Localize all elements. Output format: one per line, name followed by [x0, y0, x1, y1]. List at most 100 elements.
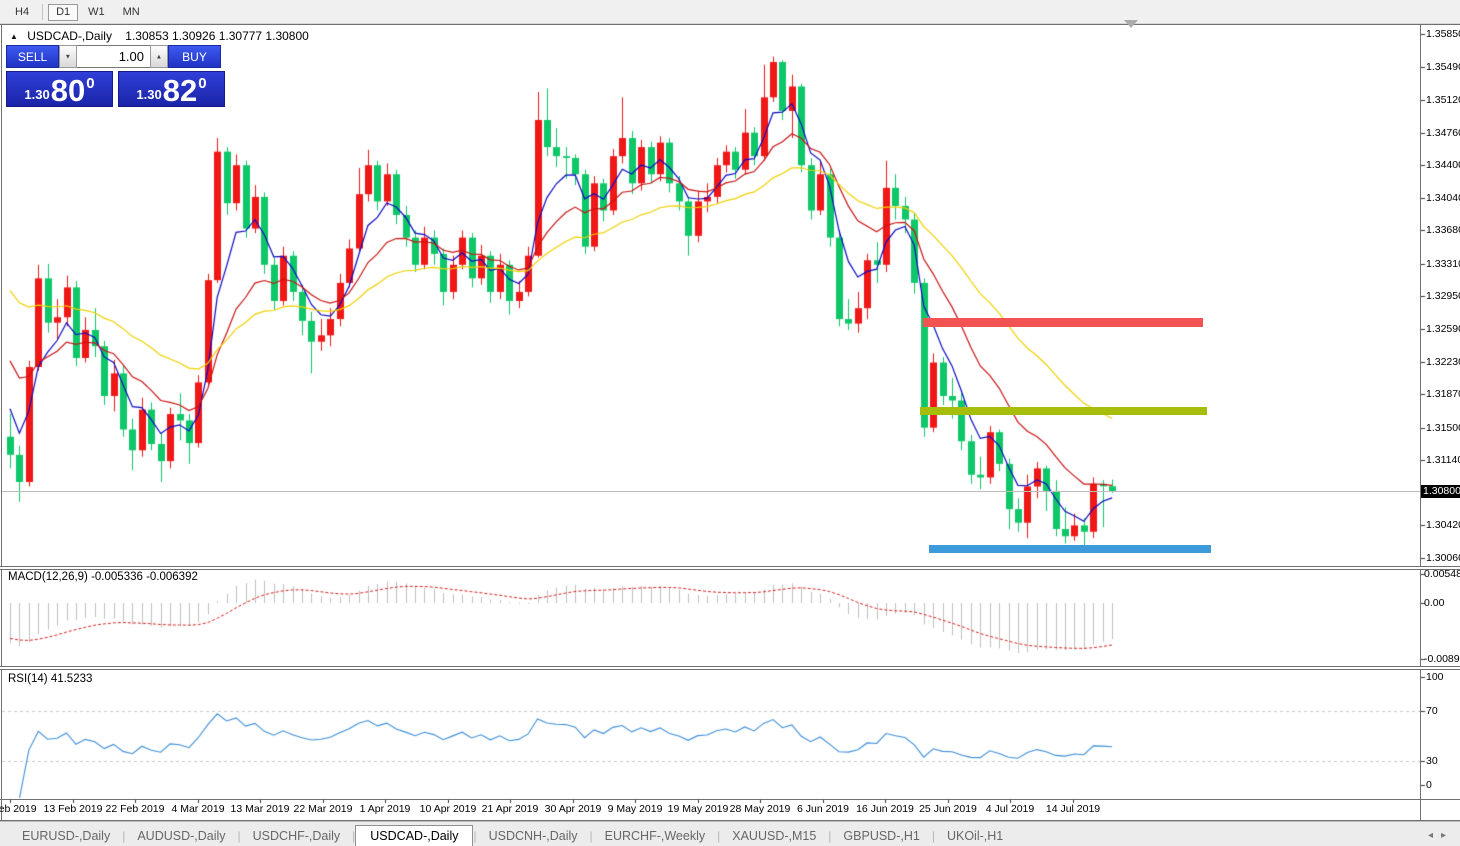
- chart-symbol-title: USDCAD-,Daily: [27, 29, 112, 43]
- date-axis-label: 28 May 2019: [729, 803, 791, 815]
- tab-eurusd-daily[interactable]: EURUSD-,Daily: [22, 829, 111, 843]
- sell-price-big: 80: [50, 73, 86, 108]
- date-axis-label: 4 Jul 2019: [985, 803, 1035, 815]
- date-axis-label: 22 Feb 2019: [105, 803, 165, 815]
- volume-input[interactable]: [77, 45, 150, 68]
- chart-top-border: [0, 24, 1460, 25]
- buy-price-sup: 0: [198, 75, 207, 92]
- price-axis-label: 1.35120: [1426, 94, 1460, 107]
- price-axis-label: 1.32950: [1426, 290, 1460, 303]
- tab-usdcad-daily[interactable]: USDCAD-,Daily: [355, 825, 474, 846]
- macd-splitter[interactable]: [0, 566, 1460, 570]
- one-click-trading-panel: SELL ▼ ▲ BUY 1.30 80 0 1.30 82 0: [6, 45, 225, 107]
- macd-axis-label: 0.00: [1424, 597, 1445, 609]
- chart-tab-bar: EURUSD-,Daily | AUDUSD-,Daily | USDCHF-,Dail…: [0, 821, 1460, 846]
- price-axis-label: 1.31870: [1426, 388, 1460, 401]
- tab-separator: |: [717, 829, 721, 843]
- tab-eurchf-weekly[interactable]: EURCHF-,Weekly: [604, 829, 706, 843]
- tab-scroll-arrows: ◂▸: [1428, 830, 1454, 841]
- price-axis-label: 1.31140: [1426, 454, 1460, 467]
- chart-left-border: [1, 25, 2, 820]
- volume-decrease-button[interactable]: ▼: [59, 45, 77, 68]
- buy-price-display[interactable]: 1.30 82 0: [118, 71, 225, 107]
- sell-price-display[interactable]: 1.30 80 0: [6, 71, 113, 107]
- tab-usdchf-daily[interactable]: USDCHF-,Daily: [252, 829, 341, 843]
- tab-separator: |: [237, 829, 241, 843]
- tab-ukoil-h1[interactable]: UKOil-,H1: [946, 829, 1004, 843]
- date-axis-border: [0, 799, 1460, 800]
- tab-gbpusd-h1[interactable]: GBPUSD-,H1: [843, 829, 920, 843]
- price-axis-label: 1.34040: [1426, 191, 1460, 204]
- current-price-line: [2, 491, 1420, 492]
- chart-title-row: ▲ USDCAD-,Daily 1.30853 1.30926 1.30777 …: [10, 29, 309, 43]
- chart-bottom-border: [0, 820, 1460, 821]
- date-axis-label: 14 Jul 2019: [1045, 803, 1101, 815]
- rsi-axis-label: 0: [1426, 779, 1432, 791]
- chart-shift-marker-icon[interactable]: [1124, 20, 1138, 28]
- rsi-axis-label: 100: [1426, 671, 1444, 683]
- tab-separator: |: [828, 829, 832, 843]
- buy-price-big: 82: [162, 73, 198, 108]
- rsi-axis-label: 30: [1426, 755, 1438, 767]
- price-axis-label: 1.34760: [1426, 126, 1460, 139]
- sell-button[interactable]: SELL: [6, 45, 59, 68]
- tab-scroll-right-icon[interactable]: ▸: [1440, 830, 1454, 841]
- tab-separator: |: [589, 829, 593, 843]
- chevron-up-icon: ▲: [155, 52, 163, 61]
- tab-separator: |: [122, 829, 126, 843]
- date-axis-label: 4 Feb 2019: [0, 803, 37, 815]
- support-band-blue[interactable]: [929, 544, 1211, 553]
- date-axis-label: 13 Feb 2019: [43, 803, 103, 815]
- date-axis-label: 19 May 2019: [667, 803, 729, 815]
- date-axis-label: 25 Jun 2019: [919, 803, 977, 815]
- date-axis-label: 13 Mar 2019: [230, 803, 290, 815]
- price-axis-label: 1.33310: [1426, 257, 1460, 270]
- date-axis-label: 9 May 2019: [607, 803, 663, 815]
- tab-xauusd-m15[interactable]: XAUUSD-,M15: [732, 829, 817, 843]
- macd-axis-label: -0.008973: [1424, 653, 1460, 665]
- subwindow-collapse-icon: ▲: [10, 32, 18, 41]
- tab-usdcnh-daily[interactable]: USDCNH-,Daily: [488, 829, 578, 843]
- price-axis-label: 1.30420: [1426, 519, 1460, 532]
- tab-separator: |: [473, 829, 477, 843]
- price-axis-label: 1.32230: [1426, 355, 1460, 368]
- date-axis-label: 16 Jun 2019: [856, 803, 914, 815]
- tab-audusd-daily[interactable]: AUDUSD-,Daily: [137, 829, 226, 843]
- rsi-label: RSI(14) 41.5233: [8, 673, 93, 685]
- price-axis-label: 1.35490: [1426, 60, 1460, 73]
- chevron-down-icon: ▼: [64, 52, 72, 61]
- support-band-olive[interactable]: [920, 407, 1207, 416]
- chart-ohlc-values: 1.30853 1.30926 1.30777 1.30800: [125, 29, 309, 43]
- date-axis-label: 21 Apr 2019: [481, 803, 539, 815]
- sell-price-sup: 0: [86, 75, 95, 92]
- buy-button[interactable]: BUY: [168, 45, 221, 68]
- buy-price-prefix: 1.30: [136, 87, 162, 102]
- date-axis-label: 30 Apr 2019: [544, 803, 602, 815]
- resistance-band-red[interactable]: [923, 318, 1203, 328]
- price-axis-label: 1.33680: [1426, 224, 1460, 237]
- price-axis-divider: [1420, 25, 1421, 820]
- current-price-label: 1.30800: [1421, 484, 1460, 498]
- rsi-splitter[interactable]: [0, 666, 1460, 670]
- macd-axis-label: 0.005484: [1424, 568, 1460, 580]
- volume-increase-button[interactable]: ▲: [150, 45, 168, 68]
- macd-label: MACD(12,26,9) -0.005336 -0.006392: [8, 571, 198, 583]
- price-axis-label: 1.34400: [1426, 159, 1460, 172]
- tab-scroll-left-icon[interactable]: ◂: [1427, 830, 1441, 841]
- price-axis-label: 1.31500: [1426, 421, 1460, 434]
- rsi-axis-label: 70: [1426, 705, 1438, 717]
- sell-price-prefix: 1.30: [24, 87, 50, 102]
- chart-tabs: EURUSD-,Daily | AUDUSD-,Daily | USDCHF-,Dail…: [10, 824, 1015, 846]
- date-axis-label: 6 Jun 2019: [797, 803, 849, 815]
- price-axis-label: 1.35850: [1426, 28, 1460, 40]
- price-axis-label: 1.30060: [1426, 551, 1460, 564]
- tab-separator: |: [352, 829, 356, 843]
- tab-separator: |: [931, 829, 935, 843]
- date-axis-label: 1 Apr 2019: [359, 803, 411, 815]
- price-axis-label: 1.32590: [1426, 323, 1460, 336]
- date-axis-label: 22 Mar 2019: [293, 803, 353, 815]
- date-axis-label: 10 Apr 2019: [419, 803, 477, 815]
- date-axis-label: 4 Mar 2019: [171, 803, 225, 815]
